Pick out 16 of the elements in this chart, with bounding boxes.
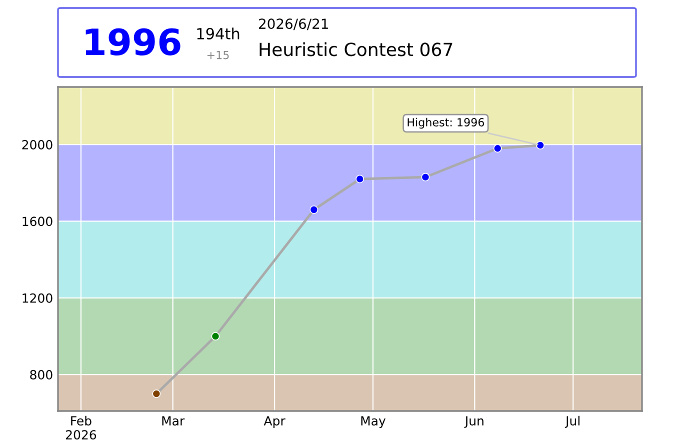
y-tick-label: 1600 — [22, 216, 52, 226]
x-tick-label: May — [361, 416, 386, 428]
x-tick-label: Feb 2026 — [66, 416, 96, 440]
y-tick-label: 2000 — [22, 140, 52, 150]
y-tick-label: 1200 — [22, 293, 52, 303]
x-tick-label: Apr — [264, 416, 286, 428]
annotation: Highest: 1996 — [408, 118, 484, 129]
text: 194th — [197, 28, 240, 40]
y-tick-label: 800 — [30, 370, 52, 380]
text: Heuristic Contest 067 — [260, 42, 452, 56]
x-tick-label: Jul — [564, 416, 580, 428]
x-tick-label: Mar — [162, 416, 185, 426]
text: +15 — [207, 50, 229, 60]
x-tick-label: Jun — [464, 416, 484, 428]
text: 1996 — [86, 28, 180, 56]
text: 2026/6/21 — [259, 18, 328, 30]
